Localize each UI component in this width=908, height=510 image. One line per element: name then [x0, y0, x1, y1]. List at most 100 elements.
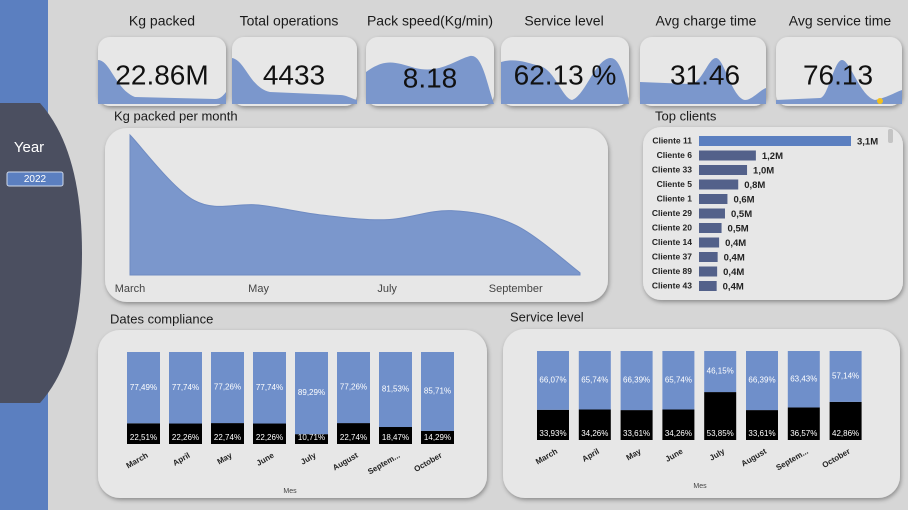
sparkline — [366, 55, 494, 104]
scrollbar[interactable] — [888, 129, 893, 143]
value-label: 85,71% — [424, 387, 451, 396]
kpi-label: Avg charge time — [656, 13, 757, 29]
kpi-label: Service level — [524, 13, 603, 29]
bar-segment — [704, 351, 737, 393]
kpi-card: Total operations 4433 — [232, 13, 357, 106]
value-label: 63,43% — [790, 374, 817, 383]
chart-title: Dates compliance — [110, 311, 213, 326]
value-label: 1,0M — [753, 166, 774, 177]
value-label: 46,15% — [707, 367, 734, 376]
bar — [699, 165, 748, 175]
value-label: 10,71% — [298, 433, 325, 442]
bar — [699, 136, 851, 146]
value-label: 77,49% — [130, 383, 157, 392]
category-label: Cliente 43 — [652, 280, 692, 290]
bar — [699, 179, 739, 190]
bar-segment — [211, 423, 244, 444]
x-axis-title: Mes — [283, 488, 297, 495]
year-slicer-value[interactable]: 2022 — [24, 174, 47, 185]
value-label: 81,53% — [382, 385, 409, 394]
sidebar-title: Year — [14, 139, 44, 156]
value-label: 57,14% — [832, 372, 859, 381]
bar-segment — [337, 423, 370, 444]
value-label: 34,26% — [665, 429, 692, 438]
bar-segment — [578, 351, 611, 410]
chart-title: Top clients — [655, 108, 717, 123]
bar-segment — [169, 423, 202, 444]
bar-segment — [421, 430, 454, 444]
value-label: 14,29% — [424, 433, 451, 442]
value-label: 22,26% — [256, 433, 283, 442]
sparkline — [232, 58, 357, 104]
bar-segment — [295, 352, 328, 435]
value-label: 53,85% — [707, 429, 734, 438]
bar — [699, 208, 725, 219]
value-label: 0,5M — [728, 224, 749, 235]
bar — [699, 223, 722, 233]
value-label: 36,57% — [790, 429, 817, 438]
bar-segment — [829, 401, 862, 440]
value-label: 65,74% — [581, 375, 608, 384]
bar — [699, 252, 718, 262]
area — [129, 133, 581, 276]
kpi-card: Avg service time 76.13 — [776, 13, 902, 106]
sparkline — [776, 60, 902, 104]
value-label: 22,74% — [214, 433, 241, 442]
value-label: 66,39% — [623, 376, 650, 385]
bar-segment — [379, 352, 412, 428]
bar-segment — [211, 352, 244, 424]
sparkline-marker — [877, 98, 883, 104]
chart-title: Kg packed per month — [114, 108, 238, 123]
x-axis-title: Mes — [693, 483, 707, 490]
category-label: Cliente 33 — [652, 164, 692, 174]
value-label: 42,86% — [832, 429, 859, 438]
kpi-card: Pack speed(Kg/min) 8.18 — [366, 13, 494, 106]
bar-segment — [337, 352, 370, 424]
kpi-label: Total operations — [240, 13, 339, 29]
kpi-label: Avg service time — [789, 13, 892, 29]
category-label: Cliente 89 — [652, 266, 692, 276]
value-label: 77,26% — [214, 383, 241, 392]
kpi-card: Service level 62.13 % — [501, 13, 629, 106]
category-label: Cliente 5 — [657, 179, 693, 189]
bar — [699, 266, 718, 277]
value-label: 0,6M — [733, 195, 754, 206]
value-label: 0,4M — [724, 253, 745, 264]
bar-segment — [537, 351, 569, 410]
value-label: 0,5M — [731, 209, 752, 220]
x-tick-label: May — [248, 283, 269, 295]
year-slicer[interactable] — [6, 171, 64, 187]
category-label: Cliente 6 — [657, 150, 693, 160]
bar-segment — [704, 392, 737, 440]
kpi-label: Pack speed(Kg/min) — [367, 13, 493, 29]
kpi-value: 76.13 — [803, 59, 873, 90]
value-label: 89,29% — [298, 388, 325, 397]
value-label: 77,26% — [340, 383, 367, 392]
bar-segment — [578, 409, 611, 440]
value-label: 18,47% — [382, 433, 409, 442]
value-label: 3,1M — [857, 137, 878, 148]
category-label: Cliente 11 — [652, 135, 692, 145]
kpi-card: Avg charge time 31.46 — [640, 13, 766, 106]
bar — [699, 150, 756, 161]
value-label: 66,07% — [539, 376, 566, 385]
bar-segment — [127, 352, 160, 424]
bar-segment — [746, 351, 778, 411]
bar-segment — [620, 410, 653, 440]
bar-segment — [537, 409, 569, 440]
bar-segment — [253, 352, 286, 424]
bar-segment — [379, 427, 412, 444]
kpi-value: 8.18 — [403, 62, 458, 93]
value-label: 1,2M — [762, 151, 783, 162]
sparkline — [640, 58, 766, 104]
bar-segment — [746, 410, 778, 440]
value-label: 22,51% — [130, 433, 157, 442]
category-label: Cliente 20 — [652, 222, 692, 232]
value-label: 22,26% — [172, 433, 199, 442]
category-label: Cliente 1 — [657, 193, 693, 203]
sparkline — [501, 57, 629, 104]
value-label: 33,61% — [623, 429, 650, 438]
bar-segment — [169, 352, 202, 424]
bar-segment — [662, 409, 695, 440]
